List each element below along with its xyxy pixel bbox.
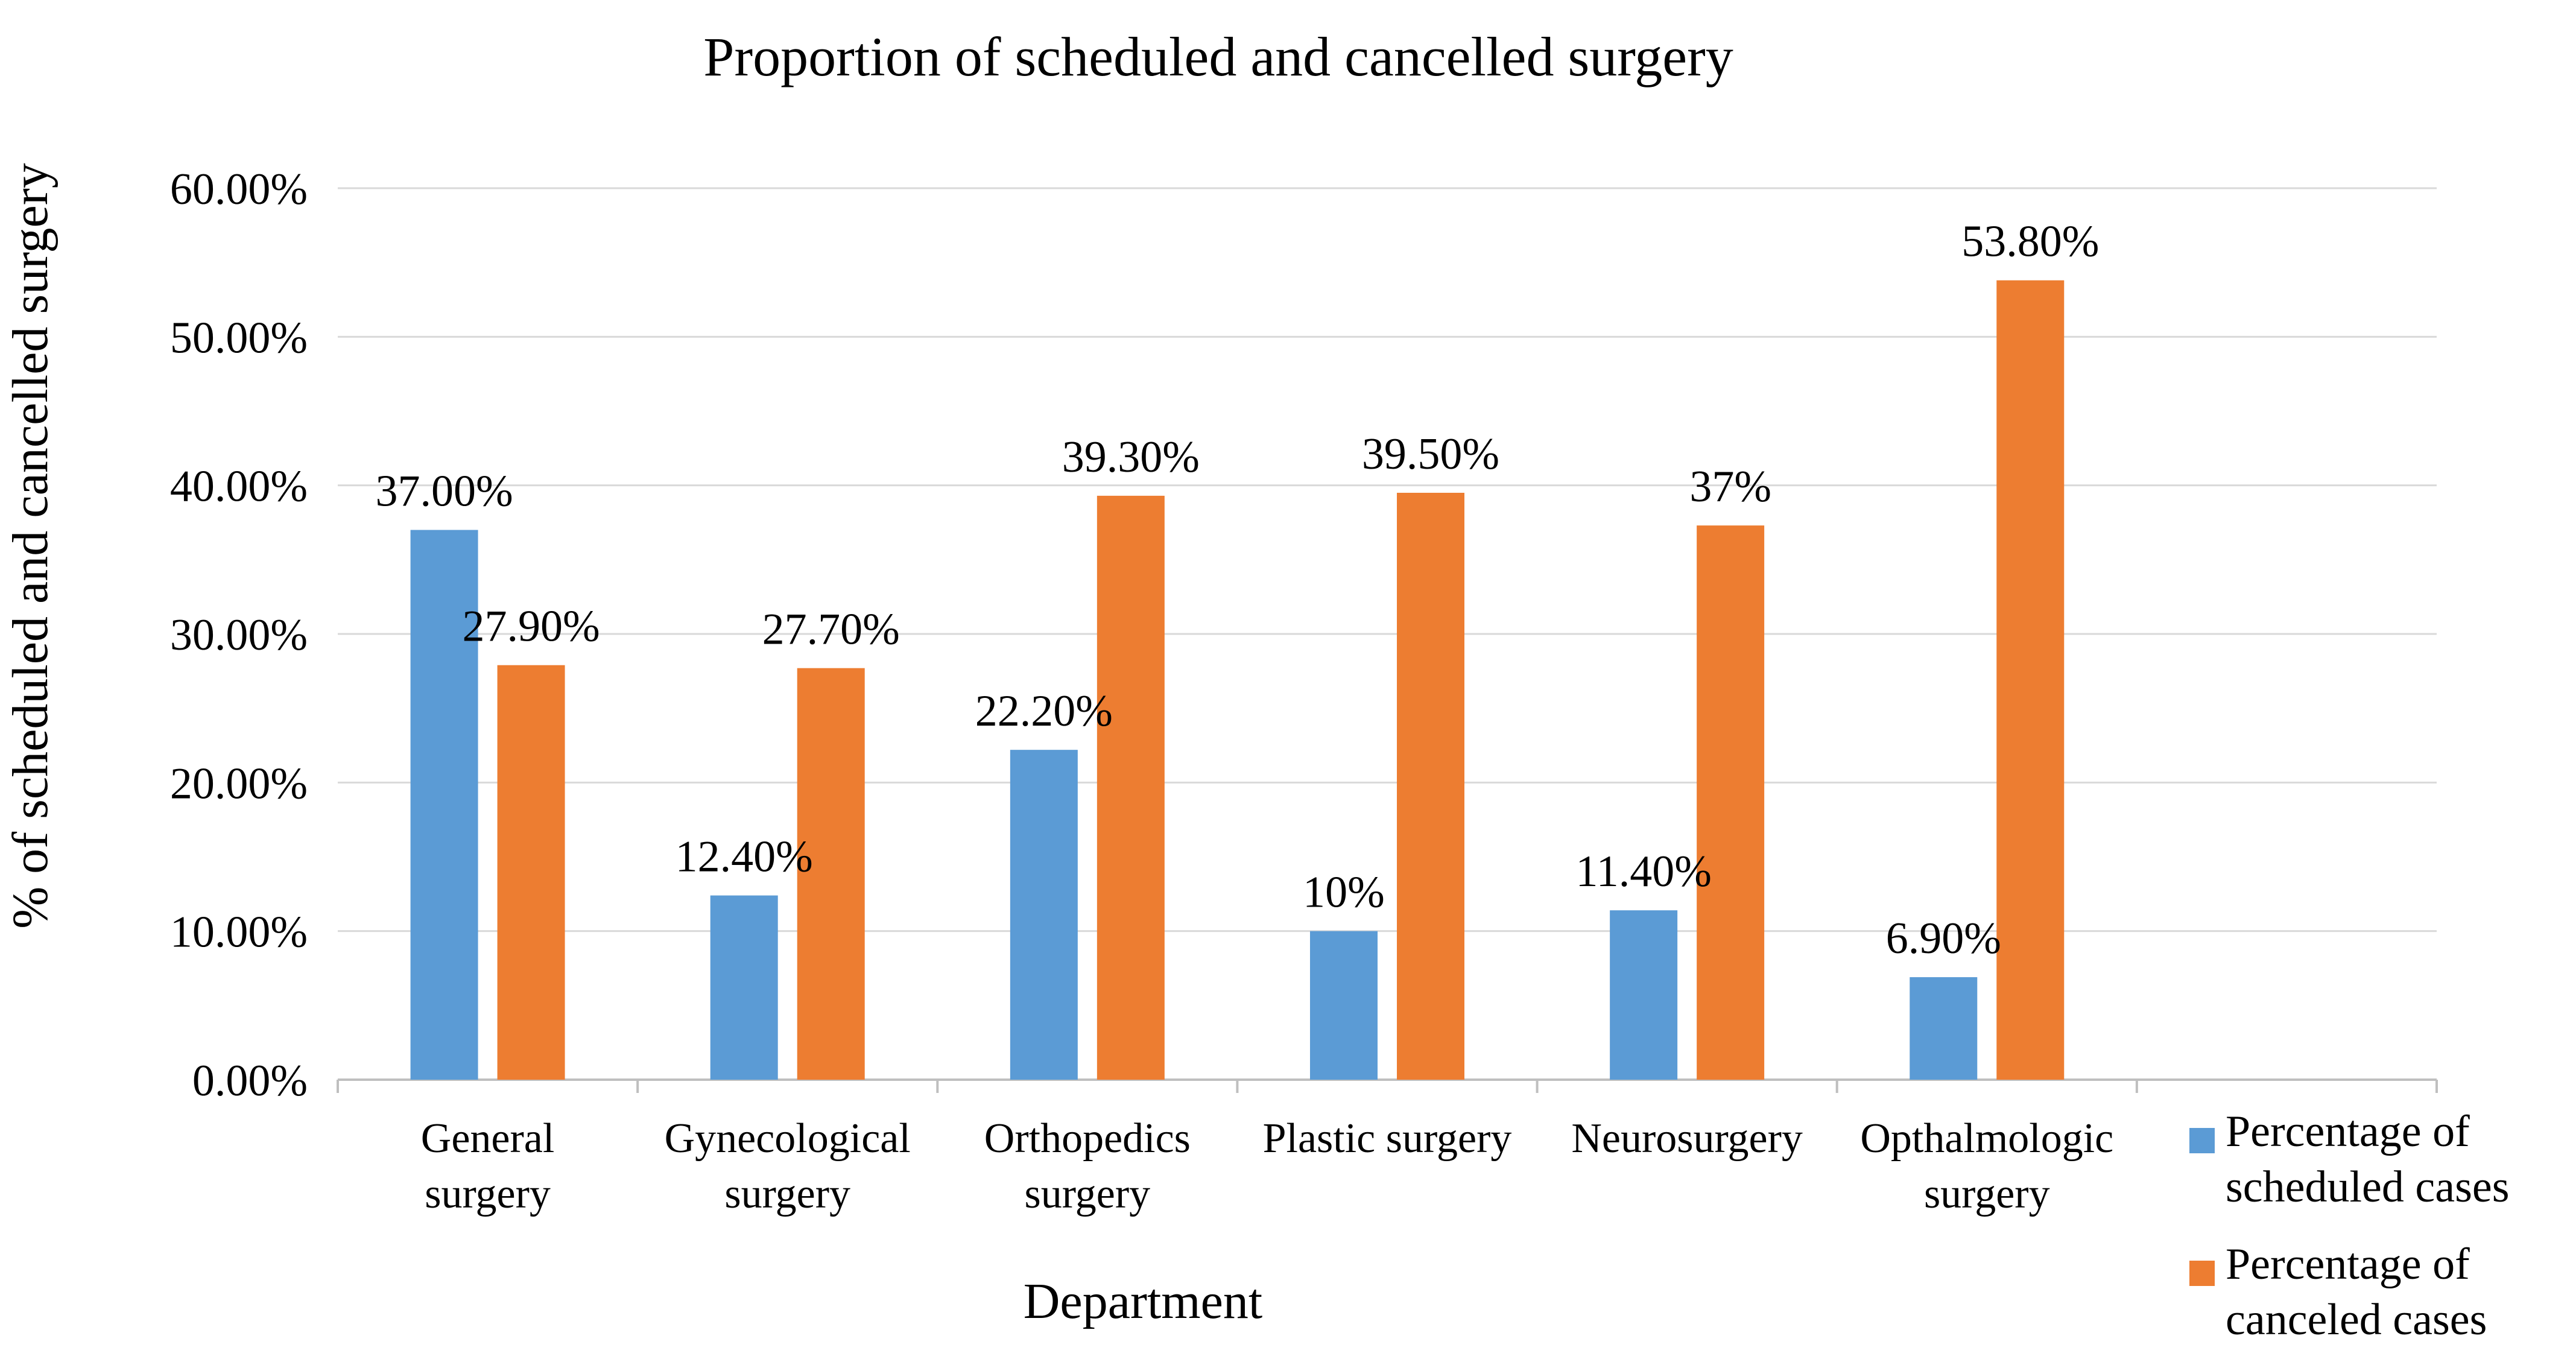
bar bbox=[1397, 492, 1464, 1080]
data-label: 37% bbox=[1689, 462, 1771, 511]
bar bbox=[1910, 977, 1978, 1080]
category-label-line: Gynecological bbox=[665, 1115, 911, 1162]
category-label-line: surgery bbox=[425, 1171, 551, 1217]
category-label: Orthopedics surgery bbox=[984, 1115, 1191, 1217]
data-label: 53.80% bbox=[1961, 217, 2099, 267]
legend-swatch bbox=[2189, 1261, 2215, 1286]
y-tick-label: 30.00% bbox=[170, 610, 308, 660]
data-labels: 37.00% 27.90% 12.40% 27.70% 22.20% 39.30% 10% 3… bbox=[375, 217, 2099, 963]
legend-label: Percentage of canceled cases bbox=[2226, 1240, 2487, 1344]
category-label: Opthalmologic surgery bbox=[1860, 1115, 2113, 1217]
y-tick-label: 10.00% bbox=[170, 908, 308, 957]
x-axis bbox=[337, 1078, 2438, 1093]
category-label-line: Opthalmologic bbox=[1860, 1115, 2113, 1162]
y-tick-label: 20.00% bbox=[170, 759, 308, 808]
legend-label: Percentage of scheduled cases bbox=[2226, 1107, 2510, 1212]
y-tick-label: 60.00% bbox=[170, 165, 308, 214]
category-label-line: General bbox=[421, 1115, 555, 1162]
data-label: 39.50% bbox=[1362, 429, 1499, 479]
bar bbox=[1996, 280, 2065, 1080]
y-tick-label: 0.00% bbox=[192, 1056, 308, 1106]
legend-label-line: canceled cases bbox=[2226, 1295, 2487, 1344]
category-label: General surgery bbox=[421, 1115, 555, 1217]
category-label-line: Neurosurgery bbox=[1571, 1115, 1803, 1162]
bar bbox=[410, 530, 478, 1080]
x-axis-title: Department bbox=[1024, 1273, 1263, 1329]
gridlines bbox=[338, 187, 2437, 933]
data-label: 37.00% bbox=[375, 467, 513, 516]
legend-label-line: Percentage of bbox=[2226, 1240, 2470, 1289]
bar bbox=[497, 665, 565, 1080]
legend-label-line: Percentage of bbox=[2226, 1107, 2470, 1156]
bar bbox=[1310, 931, 1378, 1080]
data-label: 12.40% bbox=[676, 832, 813, 882]
category-label-line: surgery bbox=[1924, 1171, 2050, 1217]
data-label: 27.70% bbox=[762, 605, 900, 654]
data-label: 6.90% bbox=[1886, 914, 2001, 963]
category-label: Gynecological surgery bbox=[665, 1115, 911, 1217]
bar bbox=[1697, 525, 1765, 1080]
category-label-line: Plastic surgery bbox=[1263, 1115, 1512, 1162]
chart-title: Proportion of scheduled and cancelled su… bbox=[703, 26, 1733, 87]
legend-label-line: scheduled cases bbox=[2226, 1162, 2510, 1212]
bars bbox=[410, 280, 2065, 1080]
data-label: 11.40% bbox=[1575, 847, 1711, 896]
y-tick-label: 40.00% bbox=[170, 462, 308, 511]
data-label: 10% bbox=[1303, 868, 1385, 917]
y-axis-ticks: 0.00% 10.00% 20.00% 30.00% 40.00% 50.00% 60.00… bbox=[170, 165, 308, 1106]
category-label: Neurosurgery bbox=[1571, 1115, 1803, 1162]
category-label-line: surgery bbox=[724, 1171, 850, 1217]
category-label-line: Orthopedics bbox=[984, 1115, 1191, 1162]
data-label: 27.90% bbox=[462, 602, 600, 651]
bar bbox=[797, 668, 865, 1080]
data-label: 39.30% bbox=[1062, 432, 1200, 482]
data-label: 22.20% bbox=[975, 686, 1113, 736]
y-tick-label: 50.00% bbox=[170, 313, 308, 363]
bar bbox=[1610, 910, 1678, 1080]
bar bbox=[1010, 750, 1078, 1080]
category-label-line: surgery bbox=[1025, 1171, 1151, 1217]
legend-swatch bbox=[2189, 1128, 2215, 1153]
y-axis-title: % of scheduled and cancelled surgery bbox=[2, 163, 59, 929]
bar bbox=[1097, 495, 1165, 1080]
category-label: Plastic surgery bbox=[1263, 1115, 1512, 1162]
bar bbox=[710, 895, 778, 1080]
